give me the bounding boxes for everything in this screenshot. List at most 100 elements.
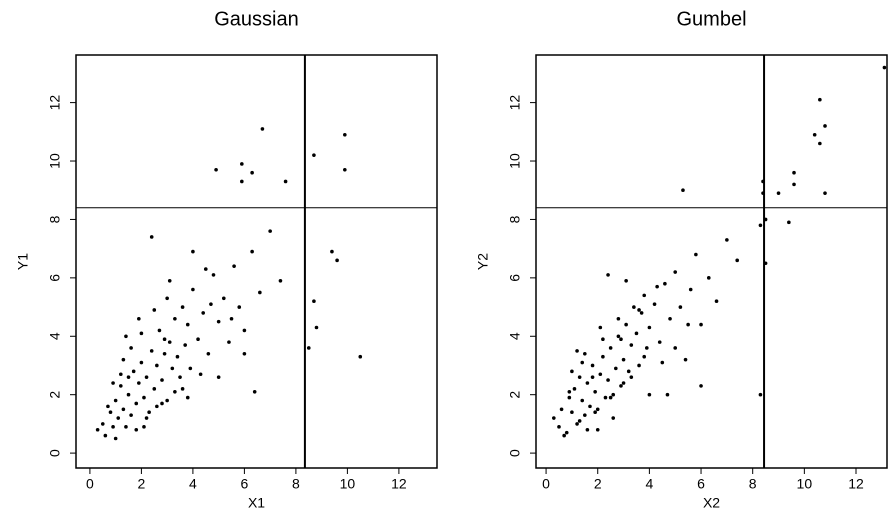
point — [660, 360, 665, 365]
point — [149, 349, 154, 353]
point — [637, 308, 641, 312]
point — [343, 132, 347, 137]
point — [608, 346, 613, 350]
point — [577, 375, 582, 379]
x-axis-label: X1 — [248, 495, 265, 511]
point — [585, 427, 590, 432]
point — [119, 384, 123, 388]
point — [260, 127, 265, 131]
point — [242, 351, 247, 356]
point — [706, 276, 711, 280]
plot-frame — [75, 54, 438, 469]
x-tick-label: 12 — [848, 476, 864, 492]
point — [761, 179, 765, 184]
point — [183, 343, 187, 347]
point — [283, 179, 288, 184]
point — [642, 293, 647, 298]
point — [567, 389, 572, 394]
point — [268, 229, 272, 233]
point — [812, 132, 817, 137]
point — [137, 381, 141, 385]
point — [155, 404, 159, 409]
point — [116, 416, 121, 420]
point — [312, 153, 316, 157]
point — [134, 427, 139, 432]
point — [616, 334, 621, 339]
point — [577, 419, 582, 423]
point — [575, 422, 579, 426]
panel-title: Gaussian — [214, 8, 299, 30]
point — [678, 305, 683, 309]
point — [603, 395, 608, 400]
point — [111, 425, 115, 429]
point — [683, 357, 688, 362]
point — [170, 366, 175, 371]
point — [647, 325, 652, 330]
point — [642, 354, 647, 359]
point — [593, 389, 597, 394]
point — [668, 316, 672, 321]
point — [312, 299, 316, 304]
point — [173, 316, 177, 321]
point — [598, 372, 603, 377]
point — [588, 404, 592, 409]
point — [185, 395, 190, 400]
point — [152, 387, 157, 391]
point — [583, 351, 587, 356]
point — [113, 398, 118, 403]
point — [175, 354, 180, 359]
point — [167, 340, 172, 344]
point — [152, 308, 157, 312]
point — [559, 407, 564, 412]
point — [655, 284, 659, 289]
point — [142, 395, 146, 400]
point — [657, 340, 662, 344]
point — [103, 433, 108, 438]
point — [792, 182, 796, 187]
point — [626, 369, 631, 374]
point — [134, 401, 139, 406]
point — [688, 287, 693, 292]
point — [121, 407, 126, 412]
point — [647, 392, 652, 397]
point — [686, 322, 690, 327]
point — [818, 97, 822, 102]
point — [601, 354, 605, 359]
point — [221, 296, 226, 301]
point — [237, 305, 242, 309]
point — [611, 392, 616, 397]
point — [206, 351, 211, 356]
point — [173, 389, 177, 394]
point — [823, 191, 827, 195]
point — [240, 179, 244, 184]
point — [240, 162, 244, 166]
point — [126, 392, 131, 397]
point — [216, 319, 221, 324]
y-tick-label: 4 — [47, 332, 63, 340]
point — [160, 378, 164, 382]
x-tick-label: 0 — [86, 476, 94, 492]
point — [278, 278, 283, 283]
point — [758, 223, 763, 228]
point — [330, 249, 334, 254]
point — [882, 65, 887, 70]
point — [167, 278, 172, 283]
point — [787, 220, 791, 225]
x-tick-label: 2 — [138, 476, 146, 492]
point — [242, 328, 247, 333]
point — [665, 392, 670, 397]
point — [694, 252, 698, 257]
point — [614, 366, 618, 371]
point — [142, 425, 146, 429]
point — [595, 407, 600, 412]
y-tick-label: 2 — [47, 391, 63, 399]
y-tick-label: 12 — [47, 95, 63, 111]
point — [570, 369, 574, 374]
point — [629, 375, 634, 379]
point — [95, 427, 100, 432]
point — [358, 354, 363, 359]
point — [601, 337, 605, 341]
y-tick-label: 10 — [47, 153, 63, 169]
point — [126, 375, 131, 379]
point — [209, 302, 213, 306]
